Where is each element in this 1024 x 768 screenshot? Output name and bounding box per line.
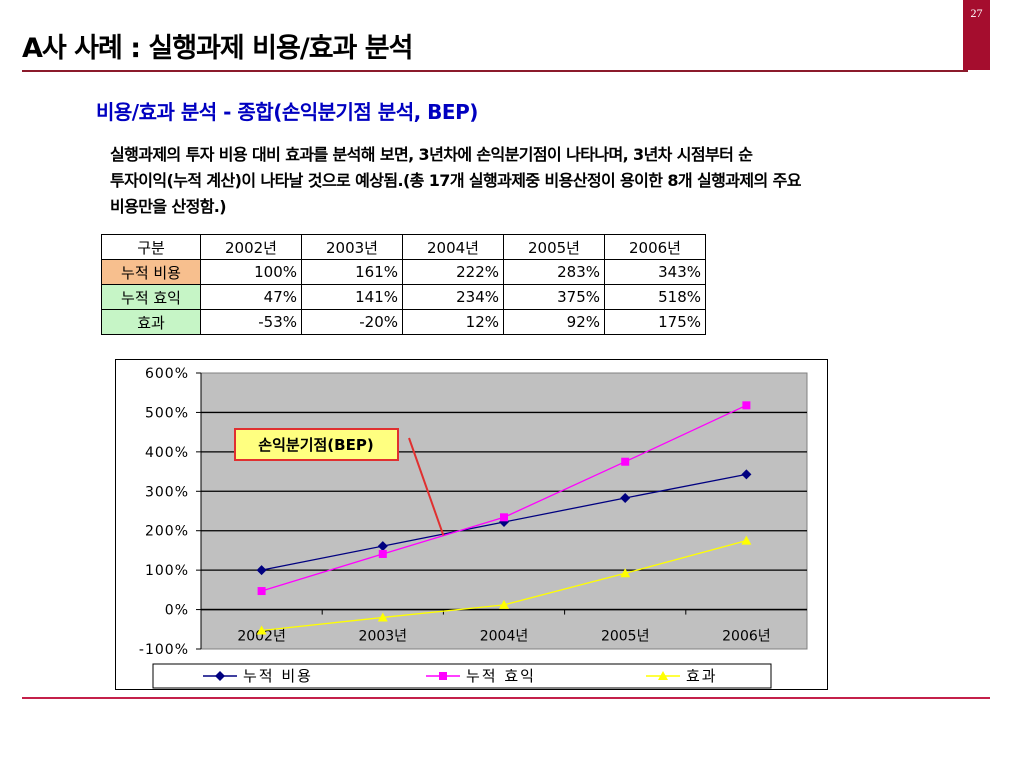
legend-marker — [439, 672, 447, 680]
bep-callout-label: 손익분기점(BEP) — [258, 436, 373, 454]
y-tick-label: 600% — [145, 366, 189, 382]
legend-label: 누적 비용 — [243, 667, 313, 685]
description-line: 비용만을 산정함.) — [110, 197, 227, 216]
header-cell: 구분 — [101, 234, 201, 260]
data-point — [741, 535, 752, 545]
table-cell: 518% — [604, 284, 706, 310]
data-point — [499, 599, 509, 609]
x-tick-label: 2006년 — [722, 629, 771, 645]
x-tick-label: 2003년 — [359, 629, 408, 645]
legend-marker — [658, 671, 668, 680]
table-cell: 141% — [301, 284, 403, 310]
data-point — [257, 587, 266, 596]
title-divider — [22, 70, 968, 72]
table-cell: 100% — [200, 259, 302, 285]
x-tick-label: 2004년 — [480, 629, 529, 645]
legend-label: 누적 효익 — [466, 667, 536, 685]
page-number: 27 — [970, 6, 983, 20]
y-tick-label: 100% — [145, 563, 189, 579]
row-label: 효과 — [101, 309, 201, 335]
table-cell: 234% — [402, 284, 504, 310]
section-subtitle: 비용/효과 분석 - 종합(손익분기점 분석, BEP) — [96, 100, 478, 124]
data-point — [378, 549, 387, 558]
data-point — [620, 568, 631, 578]
bep-callout-box — [234, 428, 399, 461]
data-point — [742, 401, 751, 410]
table-cell: 343% — [604, 259, 706, 285]
y-tick-label: 0% — [165, 603, 189, 619]
table-cell: 283% — [503, 259, 605, 285]
table-cell: 161% — [301, 259, 403, 285]
x-tick-label: 2002년 — [237, 629, 286, 645]
data-point — [377, 541, 388, 552]
table-cell: 222% — [402, 259, 504, 285]
table-cell: 92% — [503, 309, 605, 335]
table-cell: 375% — [503, 284, 605, 310]
header-cell: 2003년 — [301, 234, 403, 260]
data-point — [621, 457, 630, 466]
row-label: 누적 비용 — [101, 259, 201, 285]
chart-frame: 600% 500% 400% 300% 200% 100% 0% -100% 2002년 2003… — [115, 359, 828, 690]
table-header-row: 구분 2002년 2003년 2004년 2005년 2006년 — [101, 234, 706, 260]
page-number-tab — [963, 0, 990, 70]
table-cell: 47% — [200, 284, 302, 310]
y-tick-label: 200% — [145, 524, 189, 540]
data-point — [256, 625, 267, 635]
bep-callout-line — [408, 437, 445, 536]
header-cell: 2002년 — [200, 234, 302, 260]
header-cell: 2004년 — [402, 234, 504, 260]
legend-marker — [215, 671, 225, 681]
table-cell: -20% — [301, 309, 403, 335]
y-tick-label: -100% — [139, 642, 189, 658]
y-tick-label: 300% — [145, 484, 189, 500]
table-row: 누적 비용 100% 161% 222% 283% 343% — [101, 259, 706, 285]
description-line: 실행과제의 투자 비용 대비 효과를 분석해 보면, 3년차에 손익분기점이 나… — [110, 145, 753, 164]
legend-label: 효과 — [686, 667, 718, 685]
footer-divider — [22, 697, 990, 699]
data-point — [377, 612, 388, 622]
y-tick-label: 400% — [145, 445, 189, 461]
table-row: 효과 -53% -20% 12% 92% 175% — [101, 309, 706, 335]
table-cell: 175% — [604, 309, 706, 335]
y-tick-label: 500% — [145, 405, 189, 421]
page-title: A사 사례 : 실행과제 비용/효과 분석 — [22, 33, 413, 64]
row-label: 누적 효익 — [101, 284, 201, 310]
bep-line-chart: 600% 500% 400% 300% 200% 100% 0% -100% 2002년 2003… — [139, 366, 808, 689]
data-point — [499, 517, 509, 528]
summary-table: 구분 2002년 2003년 2004년 2005년 2006년 누적 비용 1… — [101, 234, 706, 335]
data-point — [620, 492, 631, 503]
header-cell: 2006년 — [604, 234, 706, 260]
header-cell: 2005년 — [503, 234, 605, 260]
table-cell: -53% — [200, 309, 302, 335]
table-row: 누적 효익 47% 141% 234% 375% 518% — [101, 284, 706, 310]
description: 실행과제의 투자 비용 대비 효과를 분석해 보면, 3년차에 손익분기점이 나… — [110, 142, 990, 220]
data-point — [741, 469, 752, 480]
description-line: 투자이익(누적 계산)이 나타날 것으로 예상됨.(총 17개 실행과제중 비용… — [110, 171, 801, 190]
x-tick-label: 2005년 — [601, 629, 650, 645]
data-point — [256, 565, 267, 576]
data-point — [500, 513, 508, 522]
table-cell: 12% — [402, 309, 504, 335]
